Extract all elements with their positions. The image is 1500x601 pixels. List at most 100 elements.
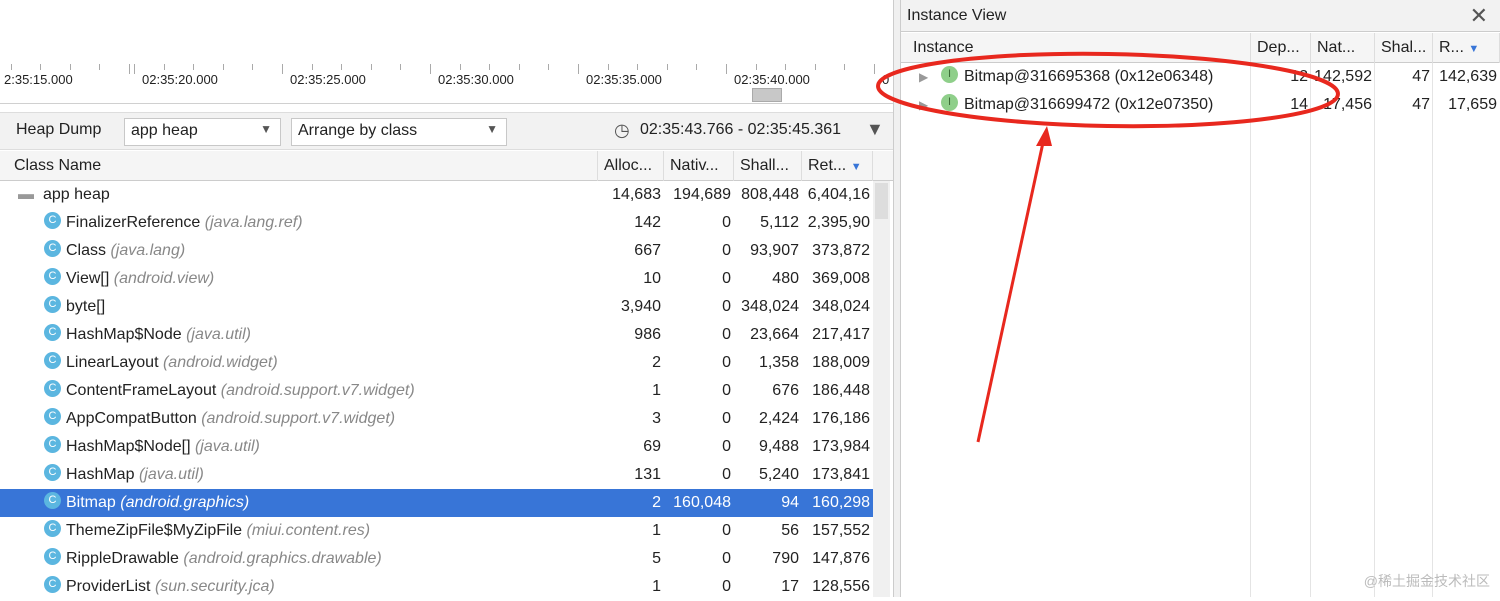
cell-shallow: 808,448 [741, 186, 799, 203]
sort-desc-icon: ▼ [1468, 43, 1480, 55]
cell-shallow: 9,488 [758, 438, 799, 455]
cell-alloc: 986 [634, 326, 661, 343]
folder-icon: ▬ [18, 186, 34, 203]
cell-shallow: 56 [781, 522, 799, 539]
cell-shallow: 676 [772, 382, 799, 399]
filter-icon[interactable]: ▼ [866, 119, 884, 139]
col-native[interactable]: Nat... [1311, 33, 1375, 63]
vertical-scrollbar[interactable] [873, 181, 890, 597]
table-row[interactable]: C ThemeZipFile$MyZipFile (miui.content.re… [0, 517, 873, 545]
cell-native: 0 [722, 382, 731, 399]
col-shallow[interactable]: Shall... [734, 151, 802, 181]
cell-shallow: 1,358 [758, 354, 799, 371]
instance-row[interactable]: ▶ I Bitmap@316699472 (0x12e07350) 14 17,456 4… [901, 91, 1500, 119]
tree-root-row[interactable]: ▬ app heap 14,683 194,689 808,448 6,404,16 [0, 181, 873, 209]
package-name: (java.util) [138, 466, 204, 483]
col-class-name[interactable]: Class Name [8, 151, 598, 181]
expand-arrow-icon[interactable]: ▶ [919, 98, 929, 112]
arrange-select[interactable]: Arrange by class ▼ [291, 118, 507, 146]
table-row[interactable]: C AppCompatButton (android.support.v7.wid… [0, 405, 873, 433]
arrange-select-value: Arrange by class [298, 122, 418, 139]
col-shallow[interactable]: Shal... [1375, 33, 1433, 63]
table-row[interactable]: C RippleDrawable (android.graphics.drawab… [0, 545, 873, 573]
timeline-tick [785, 64, 786, 70]
timeline-tick [460, 64, 461, 70]
cell-shallow: 790 [772, 550, 799, 567]
cell-retained: 128,556 [812, 578, 870, 595]
cell-native: 0 [722, 298, 731, 315]
heap-select-value: app heap [131, 122, 198, 139]
timeline-tick [129, 64, 130, 74]
cell-retained: 173,841 [812, 466, 870, 483]
package-name: (android.support.v7.widget) [201, 410, 396, 427]
timeline-tick [99, 64, 100, 70]
table-row[interactable]: C ContentFrameLayout (android.support.v7.… [0, 377, 873, 405]
cell-shallow: 94 [781, 494, 799, 511]
cell-alloc: 1 [652, 578, 661, 595]
cell-alloc: 5 [652, 550, 661, 567]
timeline-tick [874, 64, 875, 74]
timeline-tick-label: 02:35:20.000 [142, 72, 218, 87]
cell-alloc: 14,683 [612, 186, 661, 203]
time-range: 02:35:43.766 - 02:35:45.361 [640, 121, 842, 138]
cell-retained: 17,659 [1448, 96, 1497, 113]
cell-alloc: 142 [634, 214, 661, 231]
class-name: ContentFrameLayout [66, 382, 217, 399]
table-row[interactable]: C LinearLayout (android.widget) 2 0 1,358 188… [0, 349, 873, 377]
timeline-tick [519, 64, 520, 70]
timeline-tick [696, 64, 697, 70]
arrow-head [1036, 126, 1052, 146]
col-alloc[interactable]: Alloc... [598, 151, 664, 181]
col-native[interactable]: Nativ... [664, 151, 734, 181]
col-retained-label: Ret... [808, 157, 847, 174]
cell-shallow: 47 [1412, 68, 1430, 85]
cell-shallow: 2,424 [758, 410, 799, 427]
expand-arrow-icon[interactable]: ▶ [919, 70, 929, 84]
class-name: ThemeZipFile$MyZipFile [66, 522, 243, 539]
col-instance[interactable]: Instance [907, 33, 1251, 63]
instance-row[interactable]: ▶ I Bitmap@316695368 (0x12e06348) 12 142,592… [901, 63, 1500, 91]
table-row[interactable]: C HashMap (java.util) 131 0 5,240 173,841 [0, 461, 873, 489]
table-row[interactable]: C View[] (android.view) 10 0 480 369,008 [0, 265, 873, 293]
table-row[interactable]: C FinalizerReference (java.lang.ref) 142 0 5… [0, 209, 873, 237]
timeline-tick [282, 64, 283, 74]
watermark: @稀土掘金技术社区 [1363, 573, 1490, 589]
timeline-scroll-thumb[interactable] [752, 88, 782, 102]
cell-retained: 176,186 [812, 410, 870, 427]
close-icon[interactable]: ✕ [1469, 3, 1488, 28]
table-row[interactable]: C ProviderList (sun.security.jca) 1 0 17 128,… [0, 573, 873, 601]
cell-native: 0 [722, 270, 731, 287]
chevron-down-icon: ▼ [486, 122, 498, 136]
class-icon: C [44, 212, 61, 230]
cell-alloc: 10 [643, 270, 661, 287]
class-name: ProviderList [66, 578, 151, 595]
cell-retained: 173,984 [812, 438, 870, 455]
class-name: FinalizerReference [66, 214, 201, 231]
class-icon: C [44, 520, 61, 538]
heap-select[interactable]: app heap ▼ [124, 118, 281, 146]
table-row[interactable]: C HashMap$Node[] (java.util) 69 0 9,488 173,9… [0, 433, 873, 461]
splitter[interactable] [893, 0, 901, 597]
class-name: Bitmap [66, 494, 116, 511]
highlight-ellipse [876, 51, 1340, 129]
col-retained[interactable]: Ret... ▼ [802, 151, 873, 181]
cell-alloc: 69 [643, 438, 661, 455]
timeline-tick [193, 64, 194, 70]
cell-native: 0 [722, 466, 731, 483]
cell-alloc: 667 [634, 242, 661, 259]
cell-retained: 373,872 [812, 242, 870, 259]
table-row[interactable]: C Bitmap (android.graphics) 2 160,048 94 160,… [0, 489, 873, 517]
heap-dump-label: Heap Dump [16, 121, 102, 138]
timeline-tick-label: 2:35:15.000 [4, 72, 73, 87]
timeline-tick [430, 64, 431, 74]
cell-retained: 369,008 [812, 270, 870, 287]
timeline[interactable]: 2:35:15.000 02:35:20.000 02:35:25.000 02:35… [0, 0, 893, 104]
table-row[interactable]: C HashMap$Node (java.util) 986 0 23,664 217,4… [0, 321, 873, 349]
cell-native: 194,689 [673, 186, 731, 203]
scrollbar-thumb[interactable] [875, 183, 888, 219]
col-depth[interactable]: Dep... [1251, 33, 1311, 63]
class-icon: C [44, 268, 61, 286]
cell-native: 0 [722, 326, 731, 343]
table-row[interactable]: C Class (java.lang) 667 0 93,907 373,872 [0, 237, 873, 265]
